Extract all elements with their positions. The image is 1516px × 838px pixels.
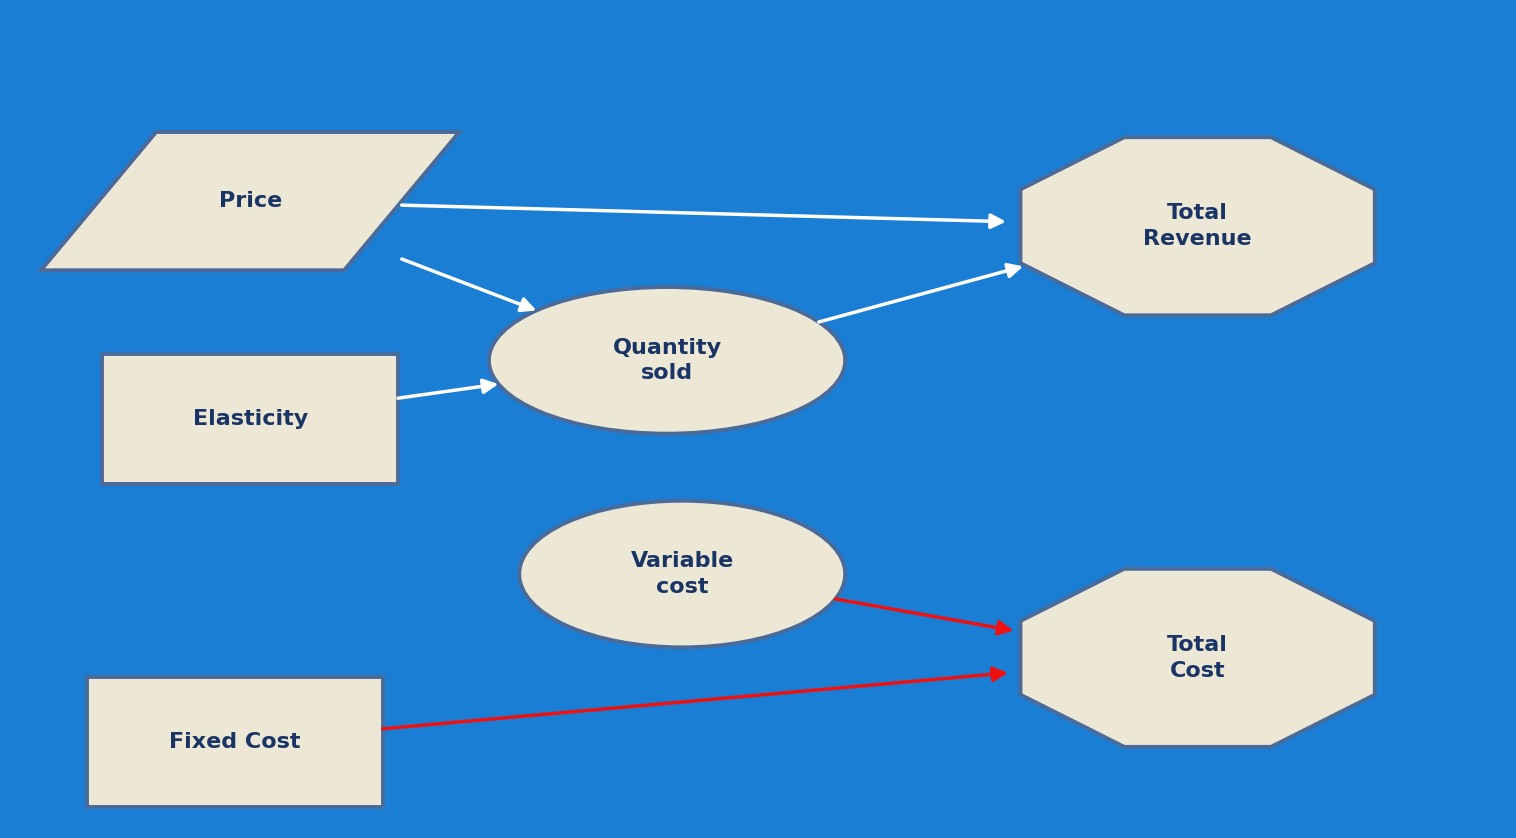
Polygon shape: [1020, 569, 1375, 747]
Ellipse shape: [518, 501, 846, 647]
Ellipse shape: [488, 287, 846, 434]
Text: Total
Revenue: Total Revenue: [1143, 204, 1252, 249]
Text: Variable
cost: Variable cost: [631, 551, 734, 597]
Polygon shape: [1020, 137, 1375, 315]
Polygon shape: [41, 132, 459, 270]
Text: Fixed Cost: Fixed Cost: [170, 732, 300, 752]
Bar: [86, 677, 382, 806]
Text: Elasticity: Elasticity: [193, 409, 308, 429]
Text: Quantity
sold: Quantity sold: [612, 338, 722, 383]
Text: Total
Cost: Total Cost: [1167, 635, 1228, 680]
Bar: [103, 354, 397, 484]
Text: Price: Price: [218, 191, 282, 211]
